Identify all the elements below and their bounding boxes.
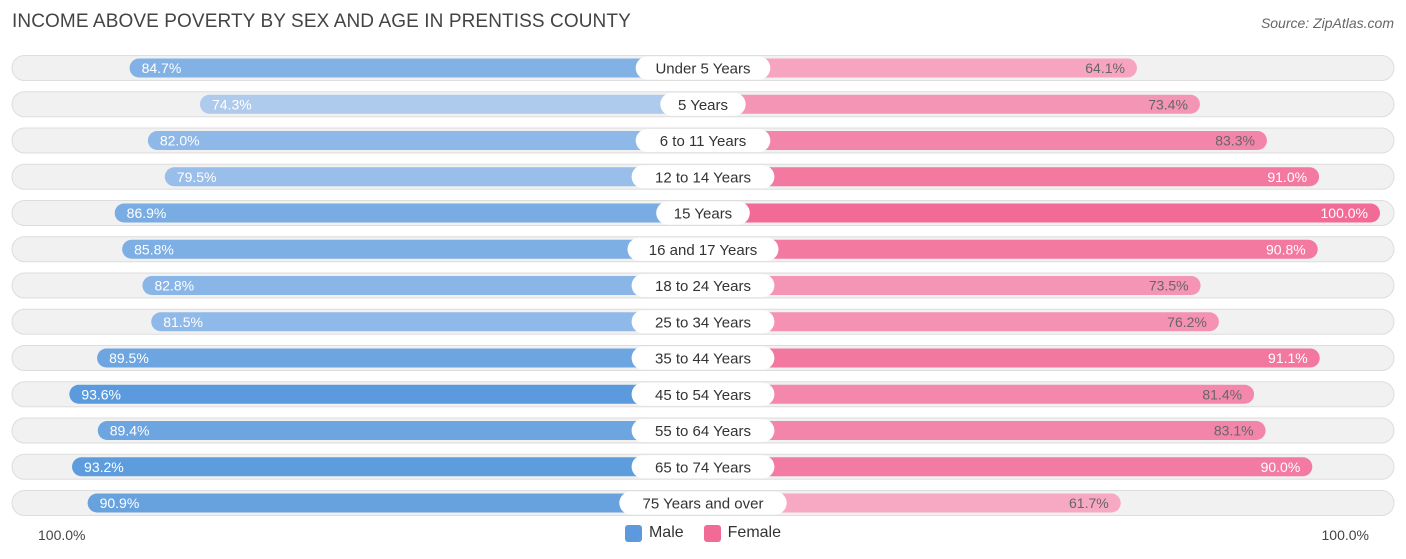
bar-female	[703, 131, 1267, 150]
category-label: 45 to 54 Years	[655, 387, 751, 404]
bar-male	[72, 457, 703, 477]
value-label-female: 91.0%	[1267, 169, 1307, 185]
value-label-male: 89.4%	[110, 423, 150, 439]
value-label-male: 82.0%	[160, 133, 200, 149]
bar-male	[97, 421, 703, 440]
bar-female	[703, 348, 1320, 368]
value-label-female: 64.1%	[1085, 60, 1125, 76]
value-label-female: 61.7%	[1069, 495, 1109, 511]
category-pill	[631, 274, 775, 297]
legend-swatch-female	[703, 524, 721, 542]
category-label: 55 to 64 Years	[655, 423, 751, 440]
bar-female	[703, 167, 1320, 187]
bar-male	[142, 276, 704, 295]
bar-male	[87, 493, 704, 513]
value-label-female: 90.0%	[1261, 459, 1301, 475]
bar-male	[97, 348, 703, 368]
axis-label-left: 100.0%	[38, 527, 86, 543]
source-credit: Source: ZipAtlas.com	[1260, 15, 1394, 31]
bar-male	[122, 239, 703, 259]
category-label: 15 Years	[674, 206, 732, 223]
bar-male	[147, 131, 704, 150]
chart-title: INCOME ABOVE POVERTY BY SEX AND AGE IN P…	[12, 11, 631, 32]
category-label: 12 to 14 Years	[655, 169, 751, 186]
value-label-female: 83.3%	[1215, 133, 1255, 149]
category-pill	[631, 346, 775, 370]
value-label-female: 100.0%	[1321, 205, 1368, 221]
value-label-male: 84.7%	[142, 60, 182, 76]
bar-male	[114, 203, 703, 223]
legend-label-male: Male	[648, 524, 684, 541]
value-label-female: 83.1%	[1214, 423, 1254, 439]
category-label: Under 5 Years	[655, 61, 750, 78]
category-label: 75 Years and over	[643, 496, 764, 513]
category-pill	[631, 455, 775, 479]
legend-item-male[interactable]: Male	[624, 524, 684, 542]
legend: Male Female	[0, 524, 1406, 542]
category-pill	[635, 56, 771, 80]
value-label-male: 79.5%	[177, 169, 217, 185]
legend-item-female[interactable]: Female	[703, 524, 782, 542]
value-label-male: 93.2%	[84, 459, 124, 475]
value-label-male: 82.8%	[154, 278, 194, 294]
bar-female	[703, 312, 1219, 332]
value-label-male: 89.5%	[109, 350, 149, 366]
bar-female	[703, 276, 1201, 295]
axis-label-right: 100.0%	[1321, 527, 1369, 543]
category-pill	[627, 237, 779, 261]
category-pill	[631, 419, 775, 442]
bar-male	[69, 384, 703, 404]
value-label-male: 74.3%	[212, 96, 252, 112]
value-label-male: 81.5%	[163, 314, 203, 330]
bar-male	[129, 58, 703, 78]
legend-label-female: Female	[727, 524, 782, 541]
value-label-male: 93.6%	[81, 386, 121, 402]
category-pill	[660, 92, 746, 116]
value-label-female: 90.8%	[1266, 241, 1306, 257]
category-label: 25 to 34 Years	[655, 314, 751, 331]
category-pill	[631, 310, 775, 334]
category-label: 6 to 11 Years	[660, 133, 746, 150]
category-label: 16 and 17 Years	[649, 242, 757, 259]
bar-female	[703, 203, 1380, 223]
value-label-male: 86.9%	[127, 205, 167, 221]
value-label-female: 91.1%	[1268, 350, 1308, 366]
category-label: 35 to 44 Years	[655, 351, 751, 368]
category-label: 65 to 74 Years	[655, 459, 751, 476]
bar-female	[703, 58, 1137, 78]
category-pill	[656, 201, 750, 225]
value-label-female: 76.2%	[1167, 314, 1207, 330]
bar-female	[703, 421, 1266, 440]
legend-swatch-male	[624, 524, 642, 542]
bar-female	[703, 493, 1121, 513]
bar-female	[703, 457, 1313, 477]
value-label-female: 73.5%	[1149, 278, 1189, 294]
category-pill	[631, 382, 775, 406]
bar-male	[151, 312, 703, 332]
value-label-male: 90.9%	[100, 495, 140, 511]
category-pill	[635, 129, 771, 152]
bar-female	[703, 384, 1255, 404]
bar-female	[703, 239, 1318, 259]
value-label-male: 85.8%	[134, 241, 174, 257]
value-label-female: 81.4%	[1202, 386, 1242, 402]
bar-male	[164, 167, 703, 187]
category-pill	[631, 165, 775, 189]
category-label: 18 to 24 Years	[655, 278, 751, 295]
bar-female	[703, 94, 1200, 114]
bar-male	[199, 94, 703, 114]
category-label: 5 Years	[678, 97, 728, 114]
category-pill	[619, 491, 787, 515]
value-label-female: 73.4%	[1148, 96, 1188, 112]
